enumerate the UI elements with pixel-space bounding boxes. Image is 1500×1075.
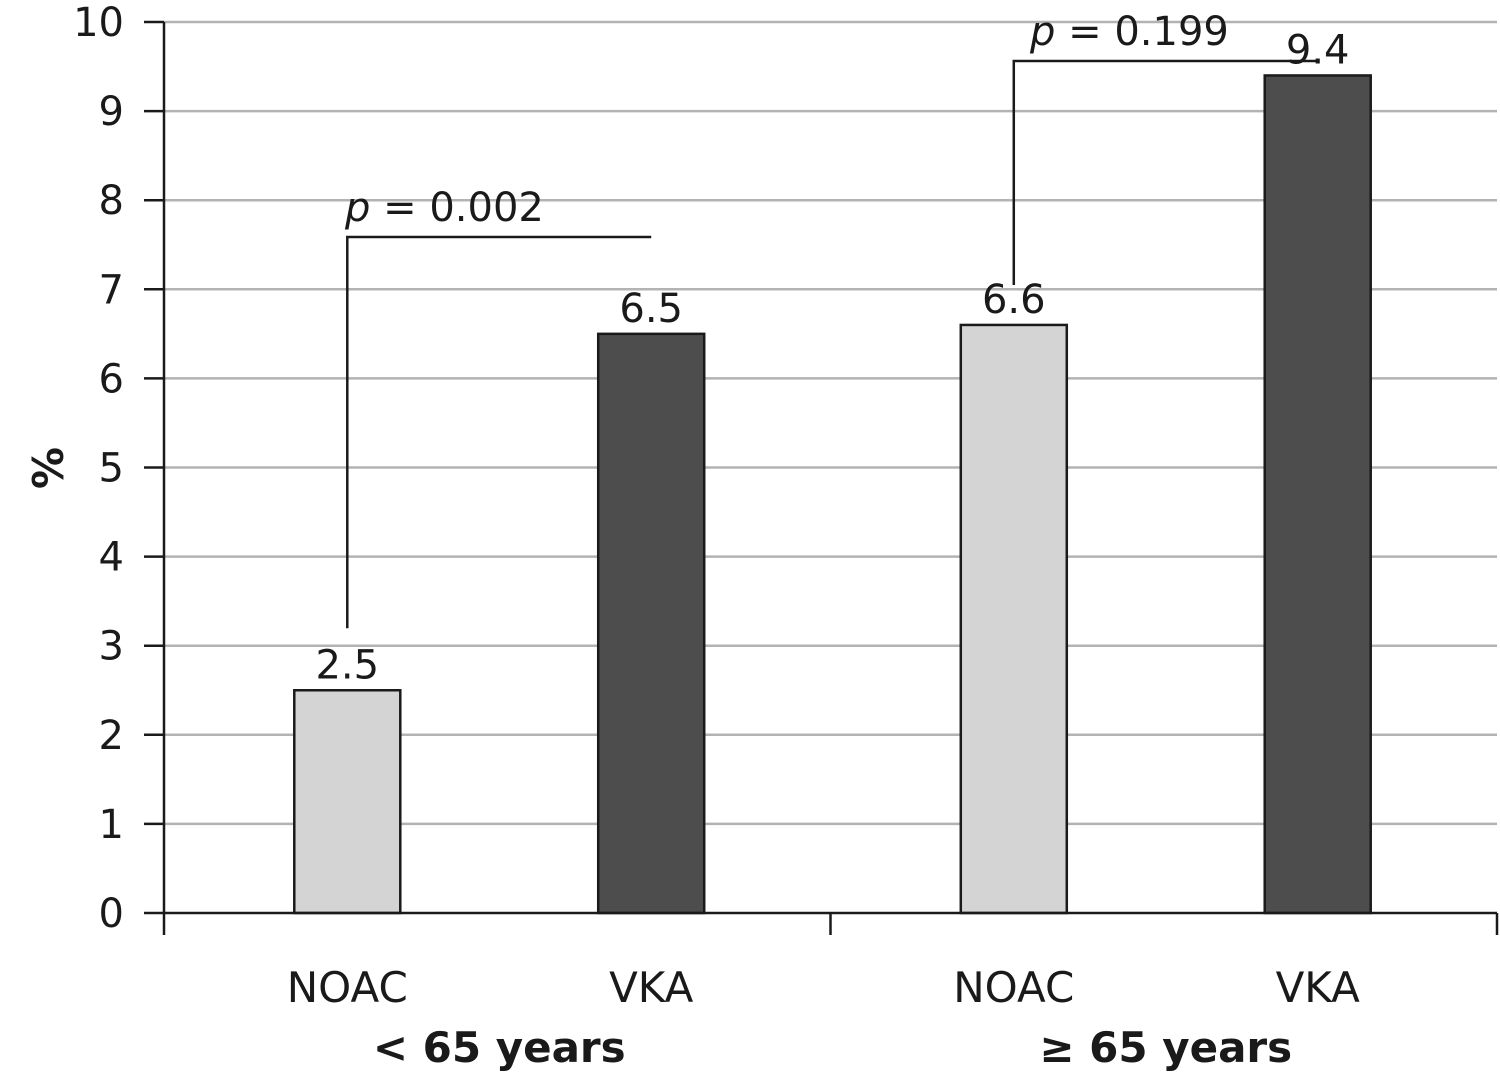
bar-vka: [596, 332, 706, 915]
y-tick-label: 4: [99, 535, 124, 581]
y-tick-label: 0: [99, 891, 124, 937]
bar-noac: [959, 323, 1069, 915]
p-value-label: p = 0.199: [1029, 9, 1229, 55]
y-tick-label: 1: [99, 802, 124, 848]
p-symbol: p: [1029, 9, 1055, 55]
bar-vka: [1263, 74, 1372, 915]
y-axis-title: %: [22, 447, 71, 489]
x-category-label: NOAC: [287, 963, 408, 1012]
p-value-label: p = 0.002: [344, 185, 544, 231]
x-group-label: ≥ 65 years: [1039, 1023, 1292, 1072]
y-tick-label: 5: [99, 446, 124, 492]
x-category-label: VKA: [609, 963, 694, 1012]
y-tick-label: 8: [99, 178, 124, 224]
y-tick-label: 10: [73, 0, 124, 46]
p-symbol: p: [344, 185, 370, 231]
p-value-bracket: [346, 235, 652, 629]
y-tick-label: 6: [99, 356, 124, 402]
y-tick-label: 9: [99, 89, 124, 135]
x-category-label: VKA: [1276, 963, 1361, 1012]
y-tick-label: 7: [99, 267, 124, 313]
data-label: 2.5: [315, 642, 379, 688]
bar-noac: [293, 689, 402, 915]
data-label: 6.5: [619, 286, 683, 332]
p-value-bracket: [1012, 59, 1318, 285]
x-group-label: < 65 years: [373, 1023, 626, 1072]
x-category-label: NOAC: [953, 963, 1074, 1012]
data-label: 9.4: [1286, 27, 1350, 73]
p-value-text: = 0.002: [370, 185, 543, 231]
p-value-text: = 0.199: [1055, 9, 1228, 55]
y-tick-label: 3: [99, 624, 124, 670]
axes: [144, 20, 1499, 935]
y-tick-label: 2: [99, 713, 124, 759]
